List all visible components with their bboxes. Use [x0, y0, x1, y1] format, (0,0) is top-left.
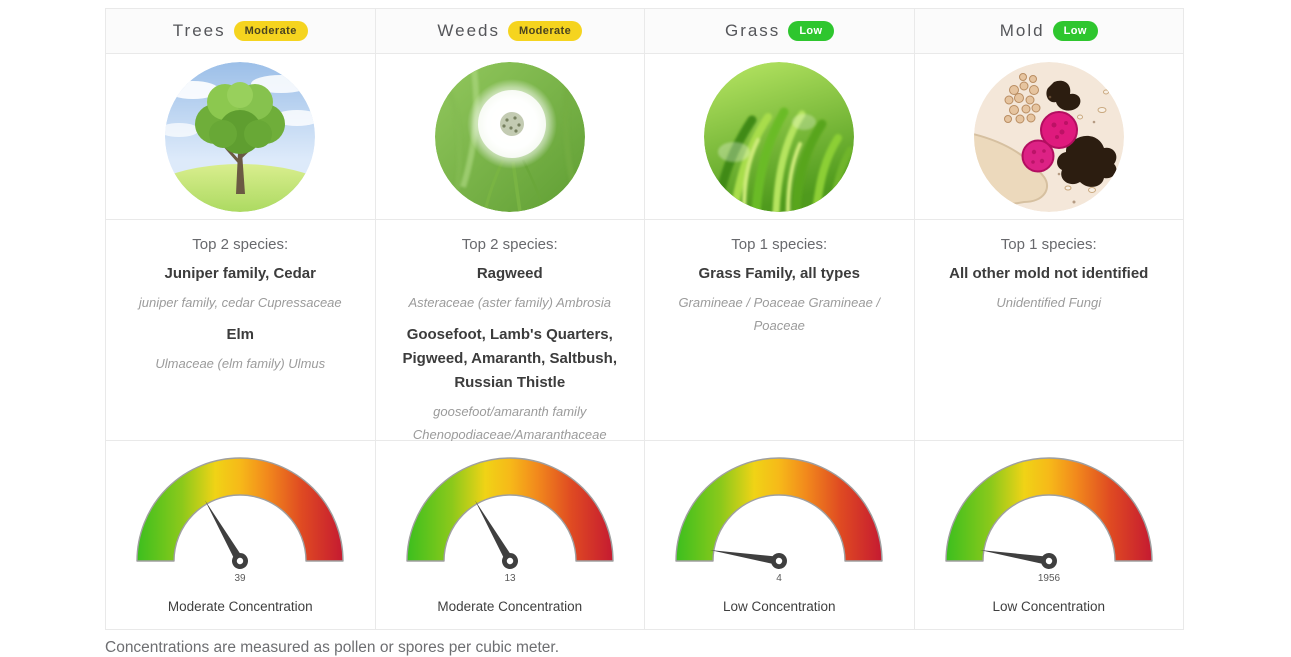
tree-photo — [165, 61, 316, 212]
species-cell-grass: Top 1 species: Grass Family, all types G… — [645, 220, 914, 440]
species-heading: Top 2 species: — [461, 236, 558, 253]
species-name: Grass Family, all types — [698, 265, 860, 282]
gauge-cell-grass: 4 Low Concentration — [645, 441, 914, 629]
mold-microscopy-photo — [973, 61, 1124, 212]
gauge-needle — [979, 550, 1057, 569]
level-badge: Low — [1052, 21, 1098, 41]
gauge-cell-weeds: 13 Moderate Concentration — [375, 441, 644, 629]
gauge-cell-mold: 1956 Low Concentration — [914, 441, 1183, 629]
species-name: Juniper family, Cedar — [164, 265, 316, 282]
column-title: Trees — [172, 21, 226, 40]
mold-gauge: 1956 — [945, 457, 1153, 584]
weeds-gauge: 13 — [406, 457, 614, 584]
species-heading: Top 1 species: — [731, 236, 828, 253]
column-header-trees: Trees Moderate — [106, 9, 375, 53]
grass-photo — [704, 61, 855, 212]
level-badge: Low — [788, 21, 834, 41]
column-header-mold: Mold Low — [914, 9, 1183, 53]
species-cell-weeds: Top 2 species: Ragweed Asteraceae (aster… — [375, 220, 644, 442]
species-heading: Top 2 species: — [192, 236, 289, 253]
concentration-label: Low Concentration — [722, 599, 836, 614]
measurement-note: Concentrations are measured as pollen or… — [105, 639, 560, 656]
concentration-label: Moderate Concentration — [437, 599, 583, 614]
species-name: Ragweed — [476, 265, 543, 282]
species-heading: Top 1 species: — [1000, 236, 1097, 253]
species-latin: Ulmaceae (elm family) Ulmus — [155, 356, 326, 371]
report-table: Trees Moderate Weeds Moderate Grass Low … — [105, 8, 1184, 630]
concentration-label: Low Concentration — [992, 599, 1106, 614]
species-cell-trees: Top 2 species: Juniper family, Cedar jun… — [106, 220, 375, 440]
species-latin: goosefoot/amaranth family Chenopodiaceae… — [412, 404, 607, 442]
trees-gauge: 39 — [136, 457, 344, 584]
column-title: Mold — [999, 21, 1045, 40]
gauge-needle — [205, 500, 249, 569]
gauge-value: 13 — [504, 573, 516, 584]
species-cell-mold: Top 1 species: All other mold not identi… — [914, 220, 1183, 440]
gauge-needle — [710, 550, 788, 569]
level-badge: Moderate — [508, 21, 583, 41]
species-latin: Gramineae / Poaceae Gramineae / Poaceae — [678, 295, 881, 333]
image-cell-trees — [106, 54, 375, 219]
grass-gauge: 4 — [675, 457, 883, 584]
gauge-cell-trees: 39 Moderate Concentration — [106, 441, 375, 629]
column-title: Weeds — [437, 21, 500, 40]
gauge-value: 39 — [235, 573, 247, 584]
dandelion-photo — [434, 61, 585, 212]
species-name: Goosefoot, Lamb's Quarters, Pigweed, Ama… — [402, 326, 617, 391]
image-cell-mold — [914, 54, 1183, 219]
column-header-grass: Grass Low — [645, 9, 914, 53]
column-title: Grass — [724, 21, 781, 40]
column-header-weeds: Weeds Moderate — [375, 9, 644, 53]
gauge-value: 4 — [776, 573, 782, 584]
level-badge: Moderate — [233, 21, 308, 41]
species-latin: Unidentified Fungi — [996, 295, 1102, 310]
species-name: Elm — [226, 326, 254, 343]
gauge-value: 1956 — [1038, 573, 1061, 584]
species-name: All other mold not identified — [949, 265, 1149, 282]
gauge-needle — [474, 500, 518, 569]
allergy-report: Trees Moderate Weeds Moderate Grass Low … — [105, 8, 1184, 657]
species-latin: Asteraceae (aster family) Ambrosia — [408, 295, 612, 310]
concentration-label: Moderate Concentration — [167, 599, 313, 614]
image-cell-weeds — [375, 54, 644, 219]
species-latin: juniper family, cedar Cupressaceae — [138, 295, 342, 310]
image-cell-grass — [645, 54, 914, 219]
